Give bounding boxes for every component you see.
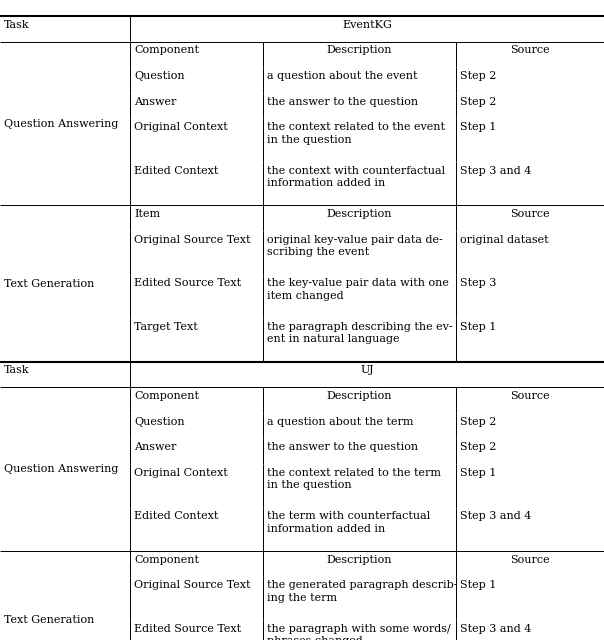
Text: Edited Context: Edited Context (134, 166, 219, 176)
Text: Edited Source Text: Edited Source Text (134, 278, 241, 289)
Text: the context related to the term
in the question: the context related to the term in the q… (267, 468, 441, 490)
Text: Original Context: Original Context (134, 468, 228, 478)
Text: Description: Description (327, 555, 392, 565)
Text: Description: Description (327, 209, 392, 220)
Text: Component: Component (134, 45, 199, 56)
Text: original dataset: original dataset (460, 235, 549, 245)
Text: Question Answering: Question Answering (4, 464, 118, 474)
Text: Question: Question (134, 71, 185, 81)
Text: original key-value pair data de-
scribing the event: original key-value pair data de- scribin… (267, 235, 443, 257)
Text: EventKG: EventKG (342, 20, 392, 30)
Text: the context related to the event
in the question: the context related to the event in the … (267, 122, 445, 145)
Text: Step 3: Step 3 (460, 278, 496, 289)
Text: Step 2: Step 2 (460, 71, 496, 81)
Text: Source: Source (510, 209, 550, 220)
Text: Component: Component (134, 555, 199, 565)
Text: Original Source Text: Original Source Text (134, 235, 251, 245)
Text: UJ: UJ (360, 365, 374, 376)
Text: Step 2: Step 2 (460, 442, 496, 452)
Text: Answer: Answer (134, 442, 176, 452)
Text: Text Generation: Text Generation (4, 278, 95, 289)
Text: Source: Source (510, 391, 550, 401)
Text: Step 3 and 4: Step 3 and 4 (460, 624, 532, 634)
Text: Step 1: Step 1 (460, 122, 496, 132)
Text: the context with counterfactual
information added in: the context with counterfactual informat… (267, 166, 445, 188)
Text: the paragraph describing the ev-
ent in natural language: the paragraph describing the ev- ent in … (267, 322, 452, 344)
Text: Step 3 and 4: Step 3 and 4 (460, 166, 532, 176)
Text: Edited Context: Edited Context (134, 511, 219, 522)
Text: the term with counterfactual
information added in: the term with counterfactual information… (267, 511, 430, 534)
Text: Step 1: Step 1 (460, 322, 496, 332)
Text: the answer to the question: the answer to the question (267, 97, 418, 107)
Text: Step 3 and 4: Step 3 and 4 (460, 511, 532, 522)
Text: Edited Source Text: Edited Source Text (134, 624, 241, 634)
Text: a question about the term: a question about the term (267, 417, 414, 427)
Text: Description: Description (327, 391, 392, 401)
Text: the paragraph with some words/
phrases changed: the paragraph with some words/ phrases c… (267, 624, 451, 640)
Text: Step 2: Step 2 (460, 97, 496, 107)
Text: Source: Source (510, 555, 550, 565)
Text: Component: Component (134, 391, 199, 401)
Text: a question about the event: a question about the event (267, 71, 417, 81)
Text: Task: Task (4, 365, 30, 376)
Text: Original Context: Original Context (134, 122, 228, 132)
Text: Item: Item (134, 209, 160, 220)
Text: Target Text: Target Text (134, 322, 198, 332)
Text: Original Source Text: Original Source Text (134, 580, 251, 591)
Text: Step 1: Step 1 (460, 468, 496, 478)
Text: Description: Description (327, 45, 392, 56)
Text: Step 2: Step 2 (460, 417, 496, 427)
Text: Task: Task (4, 20, 30, 30)
Text: the answer to the question: the answer to the question (267, 442, 418, 452)
Text: Text Generation: Text Generation (4, 615, 95, 625)
Text: Question Answering: Question Answering (4, 118, 118, 129)
Text: Step 1: Step 1 (460, 580, 496, 591)
Text: the key-value pair data with one
item changed: the key-value pair data with one item ch… (267, 278, 449, 301)
Text: Answer: Answer (134, 97, 176, 107)
Text: Question: Question (134, 417, 185, 427)
Text: Source: Source (510, 45, 550, 56)
Text: the generated paragraph describ-
ing the term: the generated paragraph describ- ing the… (267, 580, 457, 603)
